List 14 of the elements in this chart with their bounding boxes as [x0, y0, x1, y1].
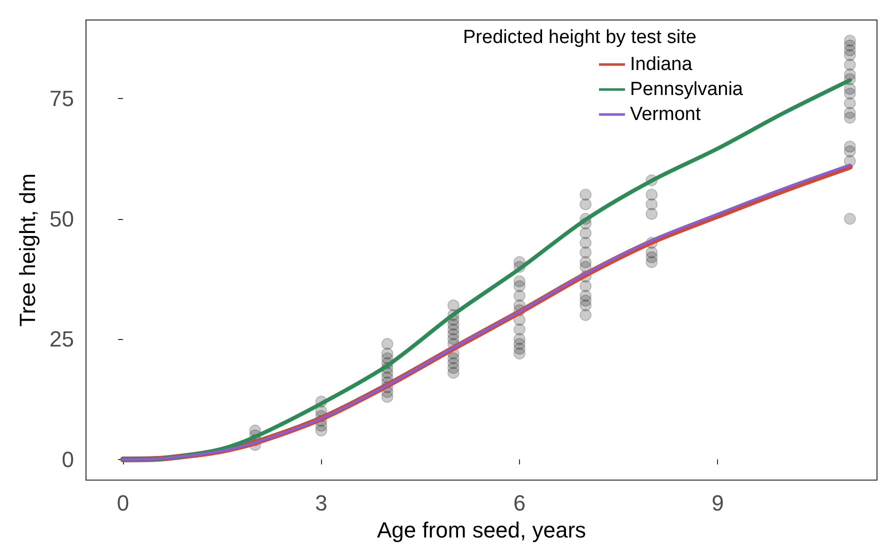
- x-tick-label: 9: [712, 490, 724, 516]
- x-tick-label: 3: [315, 490, 328, 516]
- x-tick-label: 6: [513, 490, 526, 516]
- legend-title: Predicted height by test site: [463, 27, 696, 48]
- y-tick-label: 50: [50, 206, 74, 232]
- y-tick-label: 25: [50, 326, 74, 352]
- y-tick-label: 0: [62, 446, 74, 472]
- y-axis-title: Tree height, dm: [15, 173, 40, 327]
- x-axis-title: Age from seed, years: [376, 518, 586, 542]
- x-tick-label: 0: [116, 490, 130, 516]
- legend-label: Pennsylvania: [630, 79, 744, 100]
- legend-label: Vermont: [630, 104, 702, 125]
- y-tick-label: 75: [50, 86, 74, 111]
- legend-label: Indiana: [630, 54, 693, 75]
